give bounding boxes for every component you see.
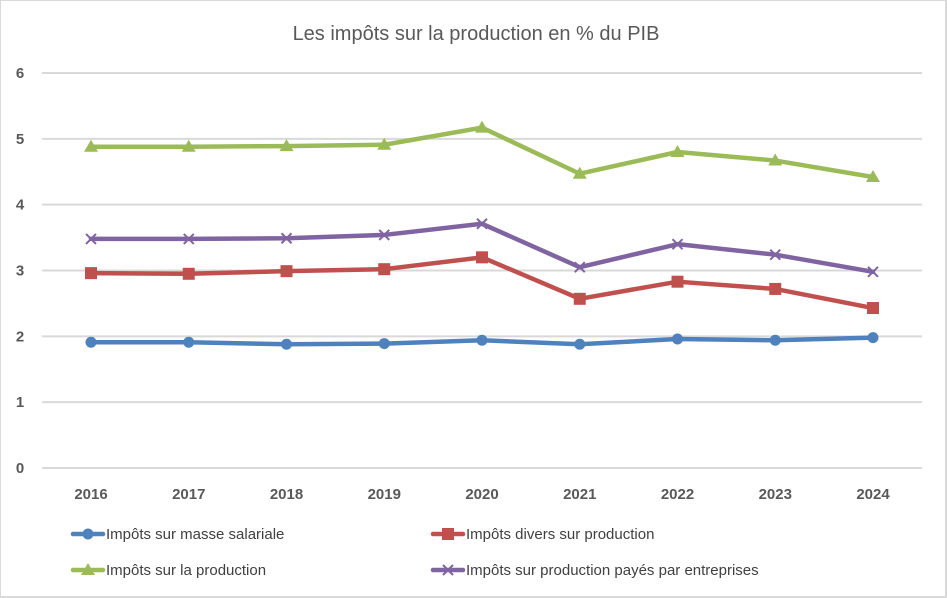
legend-marker xyxy=(442,564,454,576)
data-point xyxy=(377,137,392,150)
y-tick-label: 4 xyxy=(16,197,25,214)
data-point xyxy=(574,338,586,350)
x-tick-label: 2019 xyxy=(368,486,401,503)
legend-item: Impôts sur la production xyxy=(70,562,266,579)
legend-item: Impôts sur production payés par entrepri… xyxy=(430,562,759,579)
data-point xyxy=(85,336,97,348)
data-point xyxy=(279,139,294,152)
y-tick-label: 6 xyxy=(16,65,24,82)
data-point xyxy=(183,233,195,245)
x-tick-label: 2016 xyxy=(74,486,107,503)
legend-label: Impôts sur production payés par entrepri… xyxy=(466,562,759,579)
data-point xyxy=(867,332,879,344)
series-layer xyxy=(84,120,880,350)
gridlines xyxy=(42,72,922,469)
y-tick-label: 1 xyxy=(16,394,24,411)
data-point xyxy=(476,218,488,230)
data-point xyxy=(572,166,587,179)
data-point xyxy=(672,333,683,345)
legend-label: Impôts divers sur production xyxy=(466,526,654,543)
data-point xyxy=(476,334,488,346)
x-tick-label: 2020 xyxy=(465,486,498,503)
data-point xyxy=(378,263,391,276)
series-3 xyxy=(85,218,879,278)
y-tick-label: 3 xyxy=(16,263,24,280)
data-point xyxy=(670,145,685,157)
y-tick-label: 2 xyxy=(16,328,24,345)
x-tick-label: 2018 xyxy=(270,486,303,503)
data-point xyxy=(867,302,879,315)
data-point xyxy=(475,120,489,133)
data-point xyxy=(574,261,586,273)
series-line xyxy=(88,221,876,275)
legend-item: Impôts sur masse salariale xyxy=(70,526,284,543)
data-point xyxy=(84,139,98,152)
data-point xyxy=(182,267,195,280)
chart-title: Les impôts sur la production en % du PIB xyxy=(293,23,660,45)
data-point xyxy=(181,139,196,152)
legend-marker xyxy=(81,563,95,575)
data-point xyxy=(671,275,684,288)
data-point xyxy=(476,251,488,264)
series-line xyxy=(88,125,876,180)
data-point xyxy=(378,338,390,350)
data-point xyxy=(280,232,293,244)
series-1 xyxy=(85,251,879,315)
x-tick-label: 2023 xyxy=(759,486,792,503)
y-tick-label: 5 xyxy=(16,131,24,148)
data-point xyxy=(769,334,781,346)
series-2 xyxy=(84,120,880,183)
data-point xyxy=(378,229,390,241)
legend-label: Impôts sur masse salariale xyxy=(106,526,284,543)
data-point xyxy=(671,238,684,250)
x-tick-label: 2017 xyxy=(172,486,205,503)
data-point xyxy=(769,248,781,261)
x-tick-label: 2024 xyxy=(856,486,890,503)
y-tick-label: 0 xyxy=(16,460,24,477)
x-axis-ticks: 2016 2017 2018 2019 2020 2021 2022 2023 2024 xyxy=(74,486,890,503)
series-line xyxy=(88,255,876,311)
y-axis-ticks: 0 1 2 3 4 5 6 xyxy=(16,65,25,477)
legend-label: Impôts sur la production xyxy=(106,562,266,579)
legend-marker xyxy=(442,528,454,540)
data-point xyxy=(867,266,879,278)
data-point xyxy=(85,233,97,245)
series-0 xyxy=(85,332,879,350)
data-point xyxy=(183,336,195,348)
legend-marker xyxy=(82,528,94,540)
data-point xyxy=(281,338,292,350)
x-tick-label: 2022 xyxy=(661,486,694,503)
data-point xyxy=(769,282,782,295)
x-tick-label: 2021 xyxy=(563,486,596,503)
data-point xyxy=(768,153,783,166)
data-point xyxy=(85,267,97,280)
legend: Impôts sur masse salariale Impôts divers … xyxy=(70,526,759,579)
data-point xyxy=(280,265,293,278)
legend-item: Impôts divers sur production xyxy=(430,526,654,543)
data-point xyxy=(573,292,586,305)
data-point xyxy=(866,170,880,183)
